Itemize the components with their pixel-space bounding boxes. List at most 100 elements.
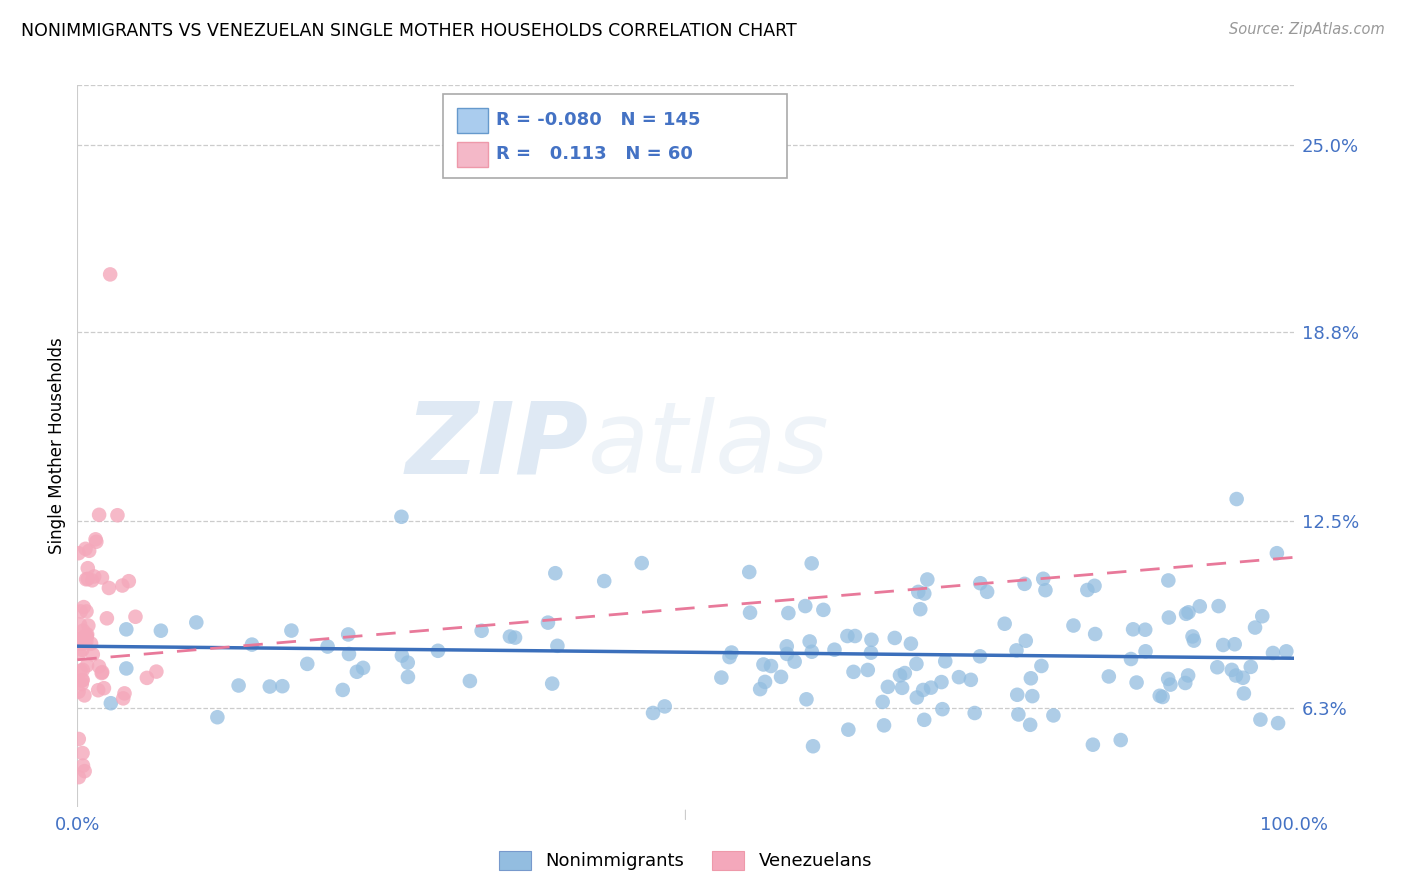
Point xyxy=(115,623,138,637)
Point xyxy=(76,629,98,643)
Point xyxy=(1220,663,1243,677)
Point xyxy=(778,606,800,620)
Point xyxy=(391,509,413,524)
Point xyxy=(72,624,94,638)
Point xyxy=(544,566,567,581)
Point xyxy=(72,631,94,645)
Point xyxy=(96,611,118,625)
Text: ZIP: ZIP xyxy=(405,398,588,494)
Point xyxy=(72,673,94,687)
Point xyxy=(1232,671,1254,685)
Point xyxy=(1249,713,1271,727)
Point xyxy=(1032,572,1054,586)
Point xyxy=(1007,707,1029,722)
Point xyxy=(1159,678,1181,692)
Point xyxy=(1098,669,1121,683)
Point xyxy=(73,764,96,778)
Point xyxy=(794,599,817,613)
Point xyxy=(316,640,339,654)
Point xyxy=(842,665,865,679)
Point xyxy=(856,663,879,677)
Point xyxy=(76,604,98,618)
Point xyxy=(1177,605,1199,619)
Legend: Nonimmigrants, Venezuelans: Nonimmigrants, Venezuelans xyxy=(492,843,879,878)
Point xyxy=(1225,668,1247,682)
Point xyxy=(1261,646,1284,660)
Point xyxy=(259,680,281,694)
Text: atlas: atlas xyxy=(588,398,830,494)
Point xyxy=(503,631,526,645)
Point xyxy=(976,584,998,599)
Point xyxy=(98,268,121,282)
Point xyxy=(912,683,935,698)
Point xyxy=(759,659,782,673)
Point xyxy=(720,646,742,660)
Point xyxy=(84,533,107,547)
Point xyxy=(1014,577,1036,591)
Point xyxy=(907,585,929,599)
Point xyxy=(76,627,98,641)
Point xyxy=(837,723,859,737)
Point xyxy=(72,746,94,760)
Text: Source: ZipAtlas.com: Source: ZipAtlas.com xyxy=(1229,22,1385,37)
Point xyxy=(1042,708,1064,723)
Point xyxy=(948,670,970,684)
Point xyxy=(271,679,294,693)
Point xyxy=(87,683,110,698)
Point xyxy=(69,604,91,618)
Point xyxy=(1157,574,1180,588)
Point xyxy=(67,731,90,746)
Point xyxy=(738,565,761,579)
Point xyxy=(91,570,114,584)
Point xyxy=(1119,652,1142,666)
Point xyxy=(1157,610,1180,624)
Point xyxy=(883,631,905,645)
Point xyxy=(738,606,761,620)
Y-axis label: Single Mother Households: Single Mother Households xyxy=(48,338,66,554)
Point xyxy=(1251,609,1274,624)
Point xyxy=(75,541,97,556)
Point xyxy=(917,573,939,587)
Point xyxy=(905,657,928,671)
Point xyxy=(934,654,956,668)
Point xyxy=(537,615,560,630)
Point xyxy=(872,695,894,709)
Point xyxy=(76,561,98,575)
Point xyxy=(67,632,90,646)
Point xyxy=(1233,686,1256,700)
Point xyxy=(135,671,157,685)
Point xyxy=(860,632,883,647)
Point xyxy=(959,673,981,687)
Point xyxy=(718,650,741,665)
Point xyxy=(75,572,97,586)
Point xyxy=(1021,689,1043,703)
Point xyxy=(1265,546,1288,560)
Point xyxy=(931,702,953,716)
Point xyxy=(1208,599,1230,613)
Point xyxy=(1188,599,1211,614)
Point xyxy=(207,710,229,724)
Point xyxy=(593,574,616,588)
Point xyxy=(458,673,481,688)
Point xyxy=(72,636,94,650)
Point xyxy=(118,574,141,589)
Point xyxy=(1015,633,1038,648)
Point xyxy=(1174,676,1197,690)
Point xyxy=(1005,643,1028,657)
Point xyxy=(149,624,172,638)
Point xyxy=(754,674,776,689)
Point xyxy=(86,534,108,549)
Point xyxy=(67,546,90,560)
Point xyxy=(1019,671,1042,685)
Point xyxy=(900,637,922,651)
Point xyxy=(396,670,419,684)
Point xyxy=(1019,718,1042,732)
Point xyxy=(1175,607,1198,621)
Text: NONIMMIGRANTS VS VENEZUELAN SINGLE MOTHER HOUSEHOLDS CORRELATION CHART: NONIMMIGRANTS VS VENEZUELAN SINGLE MOTHE… xyxy=(21,22,797,40)
Point xyxy=(70,673,93,688)
Point xyxy=(752,657,775,672)
Point xyxy=(1244,621,1267,635)
Point xyxy=(471,624,494,638)
Point xyxy=(546,639,568,653)
Point xyxy=(87,508,110,522)
